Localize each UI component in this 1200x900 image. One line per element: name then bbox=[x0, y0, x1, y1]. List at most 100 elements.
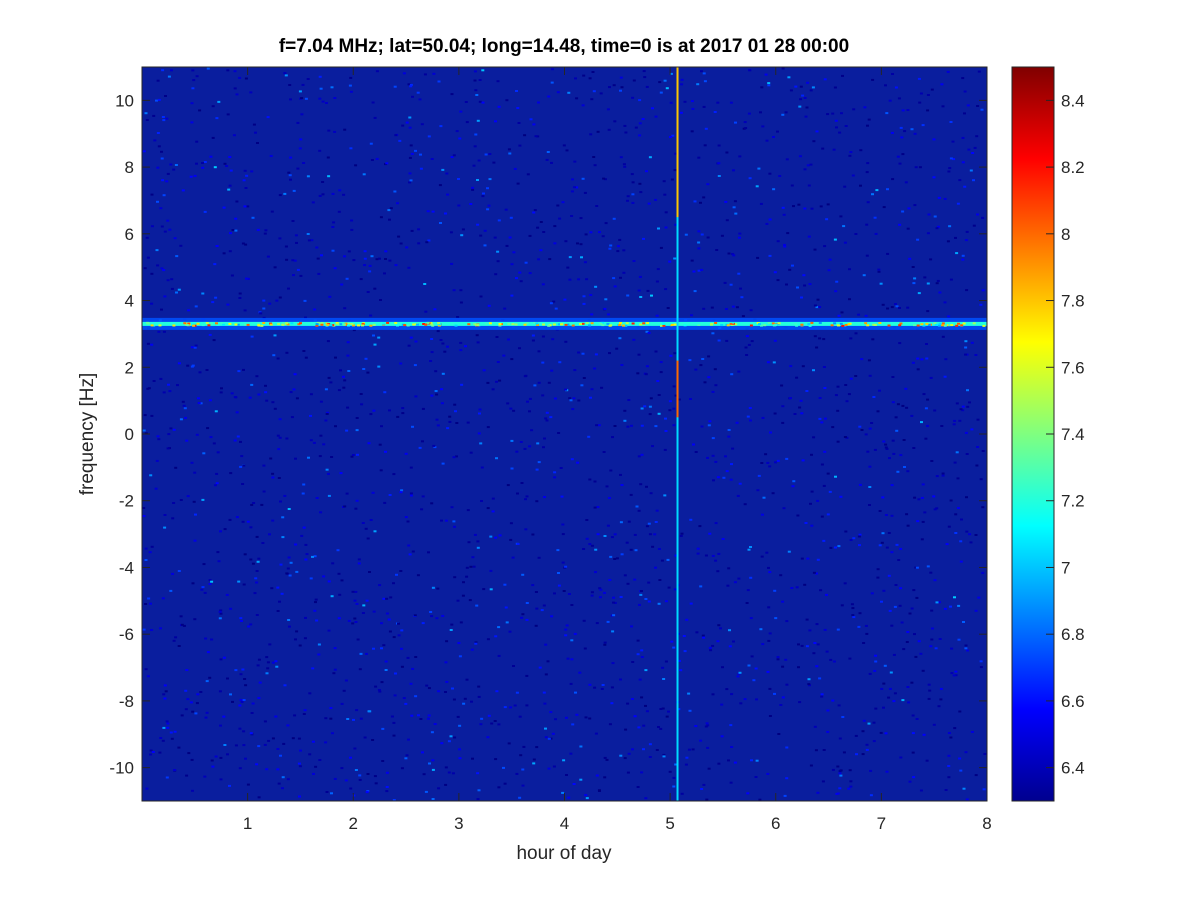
noise-cell bbox=[187, 752, 191, 755]
noise-cell bbox=[823, 417, 827, 420]
carrier-line-cell bbox=[960, 324, 964, 327]
noise-cell bbox=[303, 709, 307, 712]
noise-cell bbox=[260, 503, 264, 506]
noise-cell bbox=[459, 301, 463, 304]
noise-cell bbox=[822, 484, 826, 487]
noise-cell bbox=[663, 79, 667, 82]
noise-cell bbox=[612, 217, 616, 220]
noise-cell bbox=[901, 153, 905, 156]
noise-cell bbox=[445, 172, 449, 175]
noise-cell bbox=[967, 148, 971, 151]
noise-cell bbox=[768, 218, 772, 221]
noise-cell bbox=[689, 602, 693, 605]
noise-cell bbox=[430, 394, 434, 397]
noise-cell bbox=[293, 259, 297, 262]
noise-cell bbox=[479, 295, 483, 298]
noise-cell bbox=[346, 341, 350, 344]
noise-cell bbox=[193, 618, 197, 621]
carrier-line-cell bbox=[571, 324, 575, 327]
noise-cell bbox=[292, 274, 295, 277]
noise-cell bbox=[331, 732, 334, 735]
noise-cell bbox=[583, 261, 587, 264]
noise-cell bbox=[191, 582, 195, 585]
carrier-line-cell bbox=[758, 323, 761, 326]
noise-cell bbox=[294, 638, 297, 641]
noise-cell bbox=[611, 630, 615, 633]
noise-cell bbox=[329, 381, 333, 384]
noise-cell bbox=[325, 413, 329, 415]
noise-cell bbox=[836, 385, 840, 388]
noise-cell bbox=[196, 693, 200, 696]
noise-cell bbox=[477, 685, 481, 688]
noise-cell bbox=[711, 437, 715, 440]
noise-cell bbox=[410, 714, 414, 717]
noise-cell bbox=[296, 121, 300, 124]
noise-cell bbox=[789, 365, 793, 368]
noise-cell bbox=[708, 532, 712, 535]
noise-cell bbox=[297, 737, 301, 740]
noise-cell bbox=[208, 583, 212, 585]
noise-cell bbox=[813, 642, 817, 644]
noise-cell bbox=[634, 126, 638, 129]
noise-cell bbox=[218, 610, 222, 613]
noise-cell bbox=[781, 67, 785, 70]
noise-cell bbox=[271, 661, 275, 664]
noise-cell bbox=[142, 507, 146, 509]
noise-cell bbox=[554, 718, 557, 721]
noise-cell bbox=[189, 701, 193, 704]
noise-cell bbox=[526, 400, 529, 403]
noise-cell bbox=[384, 660, 388, 663]
noise-cell bbox=[193, 539, 197, 542]
noise-cell bbox=[947, 765, 951, 767]
noise-cell bbox=[276, 768, 280, 771]
noise-cell bbox=[162, 391, 166, 394]
noise-cell bbox=[612, 277, 616, 280]
noise-cell bbox=[582, 302, 586, 305]
noise-cell bbox=[866, 162, 870, 165]
noise-cell bbox=[765, 139, 769, 142]
noise-cell bbox=[857, 535, 861, 538]
noise-cell bbox=[632, 260, 636, 262]
noise-cell bbox=[733, 200, 737, 203]
noise-cell bbox=[446, 345, 449, 348]
noise-cell bbox=[291, 220, 295, 222]
carrier-line-cell bbox=[282, 322, 286, 325]
noise-cell bbox=[787, 76, 791, 79]
noise-cell bbox=[326, 340, 330, 343]
noise-cell bbox=[638, 678, 642, 681]
noise-cell bbox=[238, 297, 242, 299]
noise-cell bbox=[238, 76, 242, 79]
noise-cell bbox=[222, 206, 226, 209]
carrier-line-cell bbox=[557, 323, 561, 326]
noise-cell bbox=[683, 100, 687, 103]
noise-cell bbox=[318, 97, 322, 100]
noise-cell bbox=[761, 416, 765, 419]
noise-cell bbox=[171, 572, 174, 575]
noise-cell bbox=[385, 612, 389, 615]
noise-cell bbox=[707, 767, 711, 770]
noise-cell bbox=[553, 471, 557, 474]
noise-cell bbox=[532, 762, 536, 765]
noise-cell bbox=[964, 644, 968, 647]
noise-cell bbox=[255, 375, 259, 378]
noise-cell bbox=[560, 495, 564, 498]
noise-cell bbox=[281, 516, 285, 519]
noise-cell bbox=[848, 769, 852, 772]
noise-cell bbox=[745, 335, 749, 338]
noise-cell bbox=[706, 746, 710, 749]
noise-cell bbox=[549, 737, 553, 740]
noise-cell bbox=[215, 117, 219, 120]
noise-cell bbox=[810, 207, 814, 210]
noise-cell bbox=[419, 718, 423, 720]
noise-cell bbox=[882, 589, 886, 592]
noise-cell bbox=[582, 74, 586, 77]
noise-cell bbox=[436, 330, 440, 333]
noise-cell bbox=[435, 617, 439, 620]
noise-cell bbox=[659, 727, 663, 730]
noise-cell bbox=[597, 789, 601, 792]
noise-cell bbox=[926, 94, 930, 96]
noise-cell bbox=[259, 312, 263, 315]
noise-cell bbox=[659, 361, 663, 364]
noise-cell bbox=[729, 101, 733, 104]
noise-cell bbox=[710, 306, 714, 309]
